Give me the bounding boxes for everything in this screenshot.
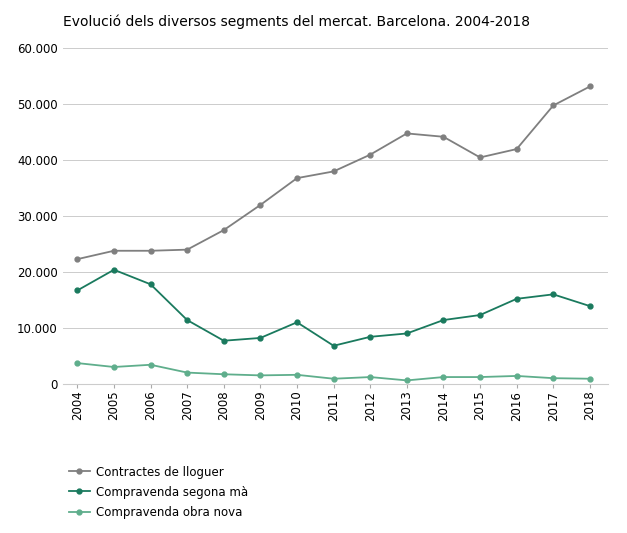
Legend: Contractes de lloguer, Compravenda segona mà, Compravenda obra nova: Contractes de lloguer, Compravenda segon…	[68, 466, 248, 519]
Compravenda segona mà	[549, 291, 557, 297]
Compravenda obra nova	[330, 376, 337, 382]
Compravenda obra nova	[366, 374, 374, 380]
Compravenda obra nova	[147, 361, 154, 368]
Compravenda obra nova	[73, 360, 81, 366]
Contractes de lloguer	[366, 151, 374, 158]
Compravenda obra nova	[513, 373, 520, 379]
Compravenda segona mà	[293, 319, 301, 326]
Compravenda segona mà	[477, 312, 484, 318]
Contractes de lloguer	[440, 134, 447, 140]
Compravenda obra nova	[110, 364, 118, 370]
Compravenda segona mà	[366, 334, 374, 340]
Compravenda obra nova	[220, 371, 228, 377]
Compravenda obra nova	[440, 374, 447, 380]
Contractes de lloguer	[184, 246, 191, 253]
Compravenda segona mà	[256, 335, 264, 341]
Compravenda obra nova	[477, 374, 484, 380]
Compravenda obra nova	[549, 375, 557, 382]
Contractes de lloguer	[256, 202, 264, 208]
Compravenda segona mà	[330, 343, 337, 349]
Contractes de lloguer	[73, 256, 81, 262]
Compravenda obra nova	[256, 372, 264, 378]
Compravenda segona mà	[147, 281, 154, 287]
Compravenda obra nova	[403, 377, 411, 384]
Contractes de lloguer	[110, 247, 118, 254]
Compravenda segona mà	[110, 266, 118, 273]
Text: Evolució dels diversos segments del mercat. Barcelona. 2004-2018: Evolució dels diversos segments del merc…	[63, 15, 530, 29]
Contractes de lloguer	[330, 168, 337, 175]
Compravenda obra nova	[293, 372, 301, 378]
Contractes de lloguer	[477, 154, 484, 160]
Compravenda segona mà	[220, 337, 228, 344]
Contractes de lloguer	[293, 175, 301, 181]
Compravenda segona mà	[586, 303, 594, 309]
Compravenda obra nova	[184, 369, 191, 376]
Compravenda segona mà	[403, 330, 411, 337]
Contractes de lloguer	[513, 146, 520, 152]
Line: Contractes de lloguer: Contractes de lloguer	[75, 84, 593, 262]
Compravenda obra nova	[586, 376, 594, 382]
Contractes de lloguer	[220, 227, 228, 233]
Compravenda segona mà	[513, 296, 520, 302]
Contractes de lloguer	[147, 247, 154, 254]
Contractes de lloguer	[586, 83, 594, 90]
Compravenda segona mà	[440, 317, 447, 323]
Compravenda segona mà	[73, 287, 81, 294]
Line: Compravenda segona mà: Compravenda segona mà	[75, 268, 593, 348]
Contractes de lloguer	[549, 102, 557, 109]
Compravenda segona mà	[184, 317, 191, 323]
Contractes de lloguer	[403, 130, 411, 136]
Line: Compravenda obra nova: Compravenda obra nova	[75, 361, 593, 383]
